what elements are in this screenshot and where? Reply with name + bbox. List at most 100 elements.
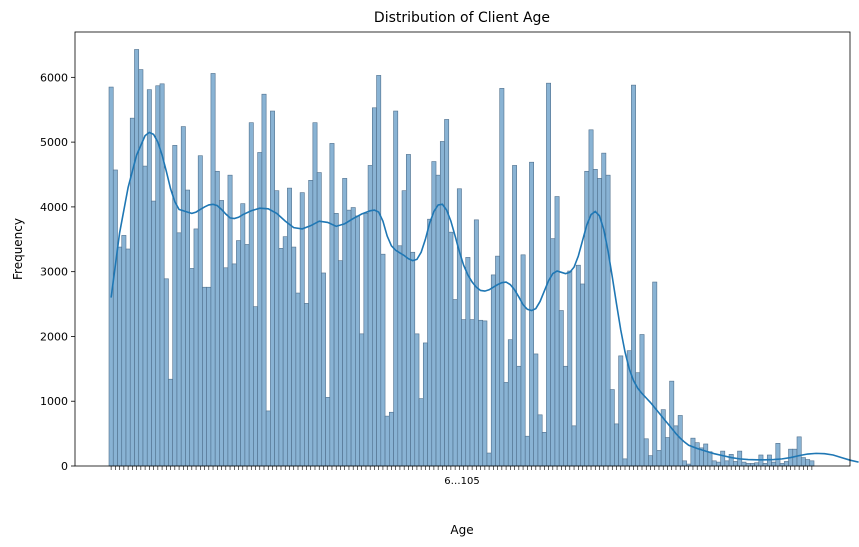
histogram-bar xyxy=(741,461,747,467)
histogram-bar xyxy=(189,268,195,467)
histogram-bar xyxy=(236,240,241,467)
histogram-bar xyxy=(316,172,322,467)
histogram-bar xyxy=(172,145,178,467)
y-tick-label: 0 xyxy=(61,460,68,473)
histogram-bar xyxy=(728,454,734,467)
histogram-bar xyxy=(805,459,811,467)
histogram-bar xyxy=(465,257,471,467)
histogram-bar xyxy=(185,189,190,467)
histogram-bar xyxy=(180,126,186,467)
histogram-bar xyxy=(176,232,182,467)
histogram-bar xyxy=(248,122,254,467)
histogram-bar xyxy=(486,452,492,467)
histogram-bar xyxy=(580,283,585,467)
histogram-bar xyxy=(108,86,114,467)
histogram-bar xyxy=(244,244,250,467)
histogram-bar xyxy=(669,380,675,467)
histogram-bar xyxy=(796,436,802,467)
histogram-bar xyxy=(112,169,118,467)
histogram-bar xyxy=(134,49,140,467)
histogram-bar xyxy=(754,462,760,467)
histogram-bar xyxy=(601,152,607,467)
histogram-bar xyxy=(478,319,484,467)
histogram-bar xyxy=(342,178,348,467)
histogram-bar xyxy=(775,443,781,467)
x-axis: 6…105 xyxy=(110,466,813,487)
histogram-bar xyxy=(716,461,721,467)
histogram-bar xyxy=(677,415,683,467)
histogram-bar xyxy=(278,248,284,467)
histogram-bar xyxy=(240,203,246,467)
histogram-bar xyxy=(690,437,696,467)
histogram-bar xyxy=(214,170,220,467)
kde-line xyxy=(110,131,859,463)
histogram-bar xyxy=(473,219,479,467)
histogram-bar xyxy=(397,245,403,467)
histogram-bar xyxy=(703,443,709,467)
histogram-bar xyxy=(439,141,445,467)
x-axis-label: Age xyxy=(450,523,473,537)
histogram-bar xyxy=(558,310,564,467)
histogram-bar xyxy=(312,122,318,467)
histogram-bar xyxy=(372,107,377,467)
histogram-bar xyxy=(546,82,551,467)
histogram-bar xyxy=(707,451,713,467)
histogram-bar xyxy=(261,93,267,467)
histogram-bar xyxy=(682,460,687,467)
histogram-bar xyxy=(210,73,216,467)
histogram-bar xyxy=(783,461,789,467)
histogram-bar xyxy=(431,161,437,467)
histogram-bar xyxy=(648,455,653,467)
histogram-bar xyxy=(295,292,301,467)
histogram-bar xyxy=(469,319,475,467)
histogram-bar xyxy=(643,438,649,467)
histogram-bar xyxy=(304,303,309,467)
histogram-bar xyxy=(163,278,169,467)
histogram-bar xyxy=(588,129,594,467)
histogram-bar xyxy=(495,255,501,467)
histogram-bar xyxy=(584,170,590,467)
chart-title: Distribution of Client Age xyxy=(374,10,550,26)
histogram-bar xyxy=(809,460,815,467)
histogram-bar xyxy=(482,320,488,467)
histogram-bar xyxy=(639,334,645,467)
y-tick-label: 2000 xyxy=(40,330,68,343)
histogram-bar xyxy=(346,209,352,467)
histogram-bar xyxy=(125,248,131,467)
histogram-bar xyxy=(554,196,560,467)
histogram-bar xyxy=(652,281,658,467)
histogram-bar xyxy=(253,306,258,467)
histogram-bar xyxy=(418,398,424,467)
histogram-bar xyxy=(435,174,441,467)
histogram-bar xyxy=(384,415,390,467)
histogram-bar xyxy=(614,423,619,467)
y-tick-label: 5000 xyxy=(40,136,68,149)
histogram-bar xyxy=(410,251,416,467)
histogram-bar xyxy=(350,207,356,467)
histogram-bar xyxy=(197,155,203,467)
histogram-bar xyxy=(567,270,573,467)
histogram-bar xyxy=(771,461,777,467)
histogram-bar xyxy=(138,69,144,467)
histogram-bar xyxy=(605,174,611,467)
histogram-bar xyxy=(287,187,292,467)
histogram-bar xyxy=(338,260,343,467)
histogram-bar xyxy=(575,264,581,467)
histogram-bar xyxy=(656,450,662,467)
histogram-bar xyxy=(265,410,271,467)
y-axis: 0 1000 2000 3000 4000 5000 6000 xyxy=(40,71,75,473)
histogram-bar xyxy=(121,235,127,467)
histogram-bar xyxy=(609,389,615,467)
histogram-bar xyxy=(333,213,339,467)
histogram-bar xyxy=(533,353,539,467)
histogram-bar xyxy=(800,457,806,467)
histogram-bar xyxy=(376,75,382,467)
y-axis-label: Frequency xyxy=(11,218,25,280)
histogram-bar xyxy=(168,378,174,467)
histogram-bar xyxy=(694,442,700,467)
histogram-bar xyxy=(427,218,433,467)
histogram-bar xyxy=(359,333,365,467)
histogram-bar xyxy=(274,190,280,467)
histogram-bar xyxy=(499,88,505,467)
